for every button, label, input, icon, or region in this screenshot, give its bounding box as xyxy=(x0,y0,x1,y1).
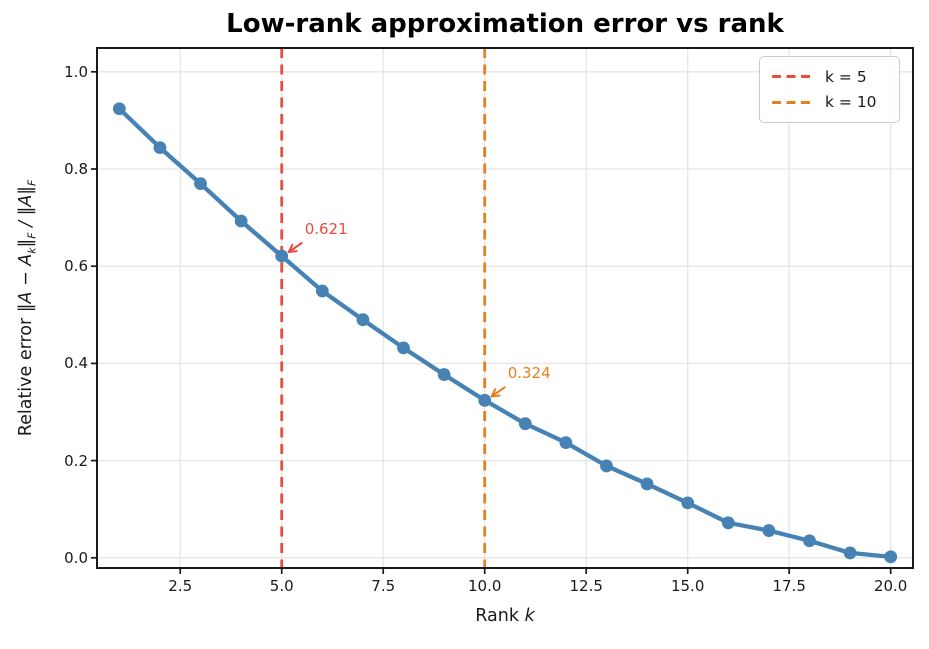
legend-entry-k10: k = 10 xyxy=(772,93,887,111)
data-point-marker xyxy=(112,102,126,116)
annotation-arrow xyxy=(490,386,506,398)
y-tick-label: 1.0 xyxy=(64,62,88,81)
y-tick-label: 0.4 xyxy=(64,354,88,373)
ylabel-sub-f1: F xyxy=(25,232,39,239)
legend: k = 5 k = 10 xyxy=(759,56,900,123)
data-point-marker xyxy=(681,496,695,510)
y-tick-label: 0.6 xyxy=(64,257,88,276)
data-point-marker xyxy=(153,141,167,155)
y-axis-label: Relative error ‖A − Ak‖F / ‖A‖F xyxy=(16,180,39,437)
ylabel-math: ‖A − Ak‖F / ‖A‖F xyxy=(15,179,39,313)
legend-label-k5: k = 5 xyxy=(825,67,867,86)
data-point-marker xyxy=(275,249,289,263)
data-point-marker xyxy=(397,341,410,355)
data-point-marker xyxy=(518,417,532,431)
data-point-marker xyxy=(803,534,816,548)
data-point-marker xyxy=(559,436,573,450)
annotation-arrowhead xyxy=(490,394,501,398)
data-point-marker xyxy=(721,516,735,530)
data-point-marker xyxy=(356,313,370,327)
y-tick-label: 0.8 xyxy=(64,160,88,178)
data-point-marker xyxy=(600,459,613,473)
ylabel-prefix: Relative error xyxy=(15,312,36,437)
annotation-arrowhead xyxy=(490,388,497,398)
ylabel-sub-f2: F xyxy=(25,179,39,186)
x-tick-label: 7.5 xyxy=(371,577,396,595)
x-tick-label: 20.0 xyxy=(873,577,908,595)
data-point-marker xyxy=(762,524,776,537)
xlabel-variable: k xyxy=(524,606,535,626)
x-tick-label: 12.5 xyxy=(569,577,603,595)
data-point-marker xyxy=(194,177,207,190)
data-point-marker xyxy=(843,546,857,560)
x-axis-label: Rank k xyxy=(97,606,913,626)
legend-label-k10: k = 10 xyxy=(825,93,877,112)
chart-title: Low-rank approximation error vs rank xyxy=(226,9,784,39)
ylabel-sub-k: k xyxy=(25,247,39,254)
xlabel-prefix: Rank xyxy=(475,606,525,626)
data-point-marker xyxy=(640,477,654,491)
legend-dash-red-icon xyxy=(772,75,812,79)
data-point-marker xyxy=(884,550,898,564)
data-point-marker xyxy=(234,214,248,228)
x-tick-label: 2.5 xyxy=(168,577,193,595)
y-tick-label: 0.0 xyxy=(64,548,88,567)
data-point-marker xyxy=(315,284,329,298)
annotation-arrowhead xyxy=(287,250,298,253)
legend-dash-orange-icon xyxy=(772,100,812,104)
y-tick-label: 0.2 xyxy=(64,451,88,470)
ylabel-norm-expr: ‖A − A xyxy=(15,253,36,313)
data-point-marker xyxy=(437,368,451,381)
ylabel-norm-close: ‖ xyxy=(15,238,36,248)
x-tick-label: 15.0 xyxy=(670,577,705,595)
annotation-arrowhead xyxy=(287,243,294,253)
legend-entry-k5: k = 5 xyxy=(772,68,887,86)
x-tick-label: 10.0 xyxy=(467,577,502,595)
error-curve xyxy=(117,106,893,559)
plot-border xyxy=(96,47,914,569)
annotation-arrow xyxy=(287,242,303,253)
annotation-k10-value: 0.324 xyxy=(507,364,551,383)
x-tick-label: 17.5 xyxy=(772,577,806,595)
data-point-marker xyxy=(478,393,492,407)
annotation-k5-value: 0.621 xyxy=(304,220,348,238)
ylabel-denominator: / ‖A‖ xyxy=(15,185,36,233)
x-tick-label: 5.0 xyxy=(269,577,294,595)
